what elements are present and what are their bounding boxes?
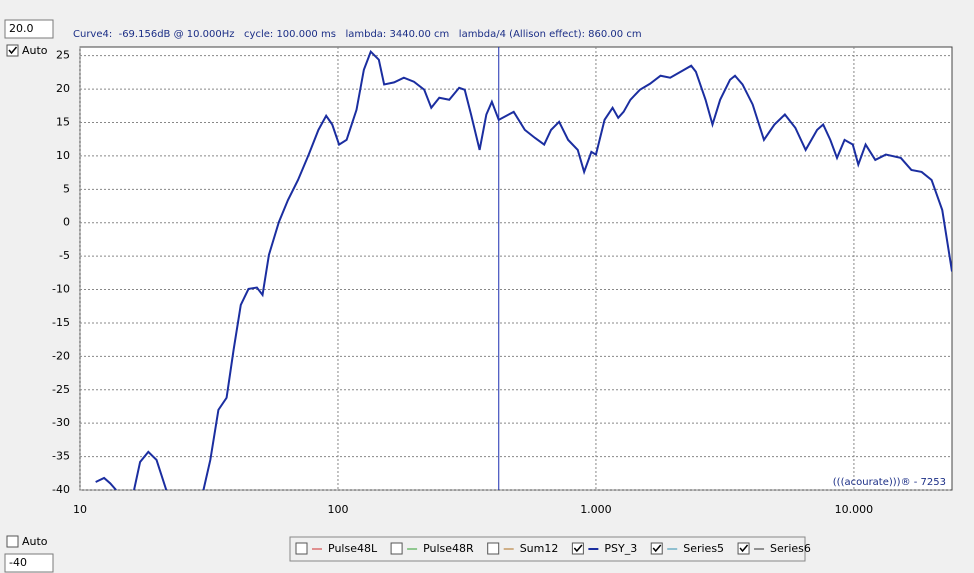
y-max-value: 20.0 [9,22,34,35]
auto-label-min: Auto [22,535,48,548]
legend [289,536,806,562]
y-tick-label: -40 [52,483,70,496]
cursor-readout: Curve4: -69.156dB @ 10.000Hz cycle: 100.… [73,29,642,40]
y-tick-label: -30 [52,416,70,429]
legend-label: Sum12 [520,542,559,555]
legend-check [573,544,583,553]
x-tick-label: 10.000 [835,503,874,516]
auto-label: Auto [22,44,48,57]
y-max-input[interactable] [4,19,54,39]
curve [133,450,168,490]
y-tick-label: -15 [52,316,70,329]
curve [202,49,952,490]
x-tick-label: 1.000 [580,503,612,516]
x-tick-label: 10 [73,503,87,516]
legend-check [739,544,749,553]
legend-label: PSY_3 [604,542,637,555]
y-tick-label: 10 [56,149,70,162]
x-tick-label: 100 [327,503,348,516]
legend-label: Pulse48L [328,542,378,555]
legend-checkbox[interactable] [650,542,663,555]
y-min-input[interactable] [4,553,54,573]
check [8,46,18,55]
y-tick-label: 5 [63,182,70,195]
y-min-value: -40 [9,556,27,569]
y-tick-label: 20 [56,82,70,95]
y-tick-label: -20 [52,349,70,362]
legend-checkbox[interactable] [295,542,308,555]
legend-checkbox[interactable] [487,542,500,555]
legend-checkbox[interactable] [571,542,584,555]
y-tick-label: -5 [59,249,70,262]
y-tick-label: 15 [56,116,70,129]
y-tick-label: 25 [56,49,70,62]
y-tick-label: -10 [52,283,70,296]
y-tick-label: -25 [52,383,70,396]
curve [95,476,117,490]
auto-checkbox-min[interactable] [6,535,19,548]
y-tick-label: 0 [63,216,70,229]
legend-label: Series6 [770,542,811,555]
y-tick-label: -35 [52,450,70,463]
legend-label: Series5 [683,542,724,555]
legend-label: Pulse48R [423,542,474,555]
watermark: (((acourate)))® - 7253 [833,477,946,488]
auto-checkbox[interactable] [6,44,19,57]
legend-checkbox[interactable] [390,542,403,555]
legend-checkbox[interactable] [737,542,750,555]
legend-check [652,544,662,553]
plot-area [79,46,953,491]
